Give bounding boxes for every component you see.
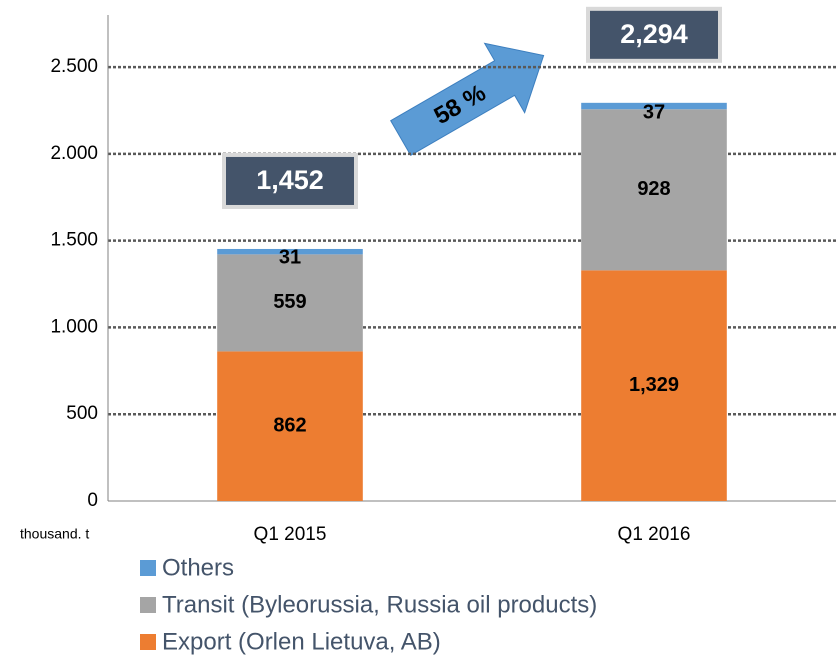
legend-label: Transit (Byleorussia, Russia oil product… (162, 591, 597, 618)
value-label: 1,329 (629, 374, 679, 396)
bar-segment (581, 270, 727, 501)
bar-segment (581, 109, 727, 271)
x-tick-label: Q1 2015 (254, 524, 327, 545)
growth-arrow: 58 % (390, 42, 545, 157)
bar-segment (217, 248, 363, 255)
y-axis-label: thousand. t (20, 526, 89, 542)
y-tick-label: 1.000 (50, 316, 98, 337)
legend-swatch (140, 634, 156, 650)
arrow-shape (390, 42, 545, 157)
value-label: 862 (273, 414, 306, 436)
value-label: 928 (637, 178, 670, 200)
y-tick-label: 2.000 (50, 143, 98, 164)
x-tick-label: Q1 2016 (618, 524, 691, 545)
total-label: 2,294 (620, 19, 688, 49)
bar-segment (581, 102, 727, 110)
total-label: 1,452 (256, 165, 324, 195)
bar-segment (217, 254, 363, 352)
y-tick-label: 0 (87, 490, 98, 511)
legend-label: Others (162, 554, 234, 581)
y-tick-label: 2.500 (50, 56, 98, 77)
total-box (586, 6, 722, 63)
legend-swatch (140, 560, 156, 576)
legend-swatch (140, 597, 156, 613)
y-tick-label: 500 (66, 403, 98, 424)
value-label: 37 (643, 102, 665, 124)
value-label: 31 (279, 247, 301, 269)
total-box (222, 152, 358, 209)
legend-label: Export (Orlen Lietuva, AB) (162, 628, 441, 655)
y-tick-label: 1.500 (50, 230, 98, 251)
bar-segment (217, 351, 363, 501)
value-label: 559 (273, 291, 306, 313)
